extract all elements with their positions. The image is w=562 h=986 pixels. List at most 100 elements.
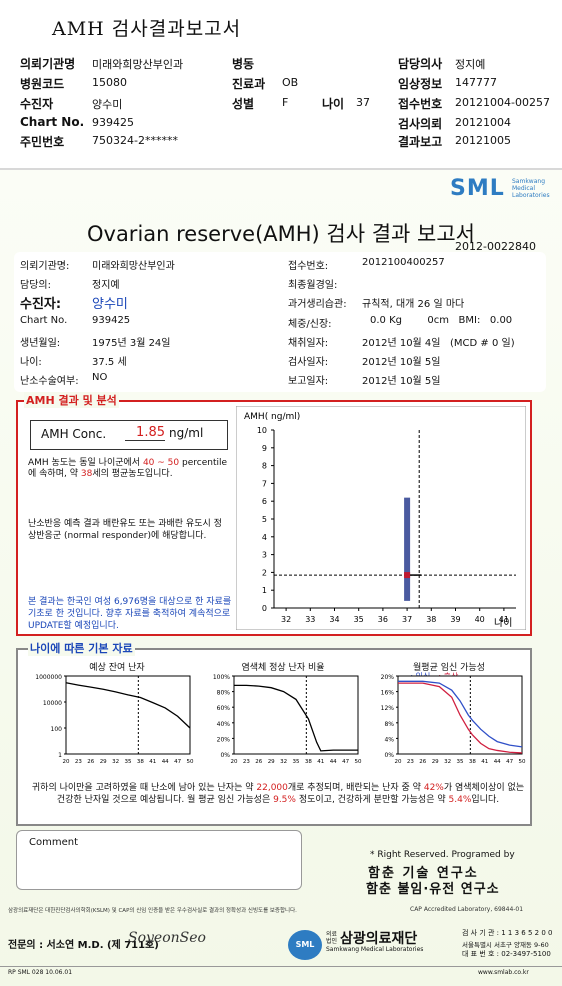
y-tick-label: 0 xyxy=(262,604,267,613)
specialist: 전문의 : 서소연 M.D. (제 711호) xyxy=(8,940,159,951)
info-key: 최종월경일: xyxy=(288,280,338,291)
info-value: NO xyxy=(92,372,108,383)
field-key: 병동 xyxy=(232,57,255,71)
field-key: 검사의뢰 xyxy=(398,117,443,131)
x-tick-label: 47 xyxy=(506,759,513,765)
field-value: OB xyxy=(282,76,299,89)
field-value: 750324-2****** xyxy=(92,134,178,147)
summary-text: 가 염색체이상이 없는 건강한 난자일 것으로 예상됩니다. 월 평균 임신 가… xyxy=(56,783,525,805)
field-key: 진료과 xyxy=(232,77,266,91)
x-tick-label: 50 xyxy=(519,759,526,765)
logo-sub-line: Medical xyxy=(512,185,535,192)
info-key: 난소수술여부: xyxy=(20,376,79,387)
x-tick-label: 41 xyxy=(149,759,156,765)
field-key: 의뢰기관명 xyxy=(20,57,76,71)
info-key: 접수번호: xyxy=(288,261,329,272)
pregnancy-value: 9.5% xyxy=(273,795,296,805)
y-tick-label: 8 xyxy=(262,462,267,471)
series-line xyxy=(398,680,523,748)
y-tick-label: 16% xyxy=(381,690,395,697)
divider xyxy=(0,168,562,171)
field-value: 939425 xyxy=(92,116,134,129)
patient-name: 양수미 xyxy=(92,297,128,312)
comment-box: Comment xyxy=(16,830,302,890)
field-key: 병원코드 xyxy=(20,77,65,91)
org-name-1: 함춘 기술 연구소 xyxy=(368,866,479,881)
plot-frame xyxy=(233,675,359,755)
y-tick-label: 40% xyxy=(217,721,231,728)
info-key: 채취일자: xyxy=(288,338,329,349)
footer-divider xyxy=(0,966,562,967)
field-key: 주민번호 xyxy=(20,135,65,149)
x-tick-label: 40 xyxy=(475,615,485,624)
info-value: 2012100400257 xyxy=(362,257,445,268)
graph3-title: 월평균 임신 가능성 xyxy=(413,663,485,673)
info-value: 0.0 Kg 0cm BMI: 0.00 xyxy=(370,315,513,326)
foundation-en: Samkwang Medical Laboratories xyxy=(326,946,424,953)
field-value: 37 xyxy=(356,96,370,109)
data-line xyxy=(65,682,191,729)
x-tick-label: 41 xyxy=(499,615,509,624)
lab-phone: 검 사 기 관 : 1 1 3 6 5 2 0 0 xyxy=(462,929,553,937)
x-tick-label: 23 xyxy=(75,759,82,765)
y-tick-label: 5 xyxy=(262,515,267,524)
logo-sub-line: Samkwang xyxy=(512,178,545,185)
age-section-label: 나이에 따른 기본 자료 xyxy=(28,640,135,656)
x-tick-label: 29 xyxy=(432,759,439,765)
x-tick-label: 44 xyxy=(162,759,169,765)
y-tick-label: 0% xyxy=(384,752,394,759)
data-note: 본 결과는 한국인 여성 6,976명을 대상으로 한 자료를 기초로 한 것입… xyxy=(28,597,232,631)
summary-text: 정도이고, 건강하게 분만할 가능성은 약 xyxy=(298,795,446,805)
age-summary: 귀하의 나이만을 고려하였을 때 난소에 남아 있는 난자는 약 22,000개… xyxy=(28,782,528,806)
pregnancy-chance-chart: 0% 4% 8% 12% 16% 20% 20 23 26 29 32 35 38 41 44 47 50 xyxy=(381,674,526,765)
info-value: 2012년 10월 4일 (MCD # 0 일) xyxy=(362,338,515,349)
summary-text: 개로 추정되며, 배란되는 난자 중 약 xyxy=(287,783,421,793)
info-key: 의뢰기관명: xyxy=(20,261,70,272)
x-tick-label: 20 xyxy=(395,759,402,765)
amh-conc-label: AMH Conc. xyxy=(41,427,107,441)
range-bar xyxy=(404,497,411,601)
amh-unit: ng/ml xyxy=(169,426,204,440)
x-tick-label: 38 xyxy=(426,615,436,624)
field-value: 147777 xyxy=(455,76,497,89)
y-tick-label: 80% xyxy=(217,690,231,697)
x-tick-label: 44 xyxy=(494,759,501,765)
field-value: 20121004 xyxy=(455,116,511,129)
x-tick-label: 39 xyxy=(450,615,460,624)
y-tick-label: 2 xyxy=(262,568,267,577)
para-text: percentile에 속하며, 약 xyxy=(28,458,228,479)
field-key: 나이 xyxy=(322,97,345,111)
y-tick-label: 8% xyxy=(384,721,394,728)
amh-interpretation: AMH 농도는 동일 나이군에서 40 ~ 50 percentile에 속하며… xyxy=(28,458,228,480)
x-tick-label: 23 xyxy=(407,759,414,765)
normal-ratio-value: 42% xyxy=(423,783,444,793)
field-value: 20121005 xyxy=(455,134,511,147)
average-age: 38 xyxy=(80,469,93,479)
x-tick-label: 35 xyxy=(293,759,300,765)
info-value: 미래와희망산부인과 xyxy=(92,261,175,272)
info-key: Chart No. xyxy=(20,315,68,326)
chart-xlabel: 나이 xyxy=(494,617,512,629)
series-line xyxy=(398,682,523,754)
percentile-range: 40 ~ 50 xyxy=(142,458,180,468)
foundation-name: 삼광의료재단 xyxy=(340,931,418,947)
x-tick-label: 20 xyxy=(231,759,238,765)
x-tick-label: 35 xyxy=(125,759,132,765)
field-value: 20121004-00257 xyxy=(455,96,550,109)
normal-egg-ratio-chart: 0% 20% 40% 60% 80% 100% 20 23 26 29 32 35 38 41 44 47 50 xyxy=(213,674,362,765)
response-prediction: 난소반응 예측 결과 배란유도 또는 과배란 유도시 정상반응군 (normal… xyxy=(28,519,222,541)
summary-text: 귀하의 나이만을 고려하였을 때 난소에 남아 있는 난자는 약 xyxy=(31,783,254,793)
field-key: 결과보고 xyxy=(398,135,443,149)
y-tick-label: 60% xyxy=(217,705,231,712)
remaining-eggs-value: 22,000 xyxy=(256,783,288,793)
y-tick-label: 6 xyxy=(262,497,267,506)
comment-label: Comment xyxy=(29,837,78,848)
form-code: RP SML 028 10.06.01 xyxy=(8,969,73,976)
x-tick-label: 29 xyxy=(268,759,275,765)
x-tick-label: 50 xyxy=(187,759,194,765)
sml-logo: SML xyxy=(450,176,505,201)
y-tick-label: 1 xyxy=(58,752,62,759)
y-tick-label: 0% xyxy=(220,752,230,759)
y-tick-label: 4% xyxy=(384,736,394,743)
